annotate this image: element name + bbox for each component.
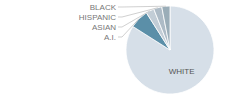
labels: WHITE BLACKHISPANICASIANA.I. [79, 3, 195, 76]
slice-label: WHITE [169, 67, 195, 76]
pie-slice [154, 7, 170, 50]
slice-label: HISPANIC [79, 13, 116, 22]
chart: WHITE BLACKHISPANICASIANA.I. [0, 0, 240, 100]
pie [126, 6, 214, 94]
slice-label: A.I. [104, 33, 116, 42]
leader-line [118, 8, 158, 17]
pie-slice [162, 6, 170, 50]
leader-line [118, 6, 166, 8]
leader-line [118, 19, 139, 37]
slice-label: ASIAN [92, 23, 116, 32]
slice-label: BLACK [90, 3, 117, 12]
pie-slice [126, 6, 214, 94]
